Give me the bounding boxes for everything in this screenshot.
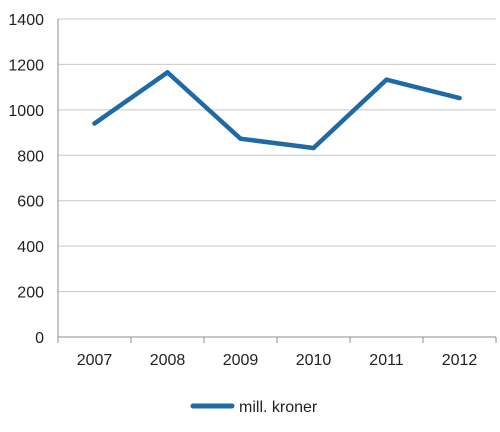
axes: [57, 19, 497, 343]
x-tick-label: 2010: [296, 352, 332, 369]
data-point: [238, 136, 243, 141]
y-tick-label: 0: [35, 330, 44, 347]
data-point: [384, 77, 389, 82]
series: [92, 70, 462, 151]
data-point: [457, 95, 462, 101]
legend: mill. kroner: [190, 399, 318, 416]
y-tick-label: 800: [17, 148, 44, 165]
y-tick-label: 1200: [8, 57, 44, 74]
data-point: [311, 145, 316, 151]
series-line: [92, 70, 462, 151]
y-tick-label: 400: [17, 239, 44, 256]
x-tick-label: 2007: [77, 352, 113, 369]
y-tick-label: 200: [17, 285, 44, 302]
x-tick-label: 2012: [442, 352, 478, 369]
y-tick-labels: 0 200 400 600 800 1000 1200 1400: [8, 12, 44, 347]
x-tick-label: 2011: [369, 352, 404, 369]
x-tick-labels: 2007 2008 2009 2010 2011 2012: [77, 352, 478, 369]
y-tick-label: 600: [17, 194, 44, 211]
legend-label: mill. kroner: [239, 399, 318, 416]
gridlines: [58, 18, 496, 293]
data-point: [92, 121, 97, 126]
y-tick-label: 1000: [8, 103, 44, 120]
y-tick-label: 1400: [8, 12, 44, 29]
x-tick-label: 2009: [223, 352, 259, 369]
data-point: [165, 70, 170, 75]
x-tick-label: 2008: [150, 352, 186, 369]
